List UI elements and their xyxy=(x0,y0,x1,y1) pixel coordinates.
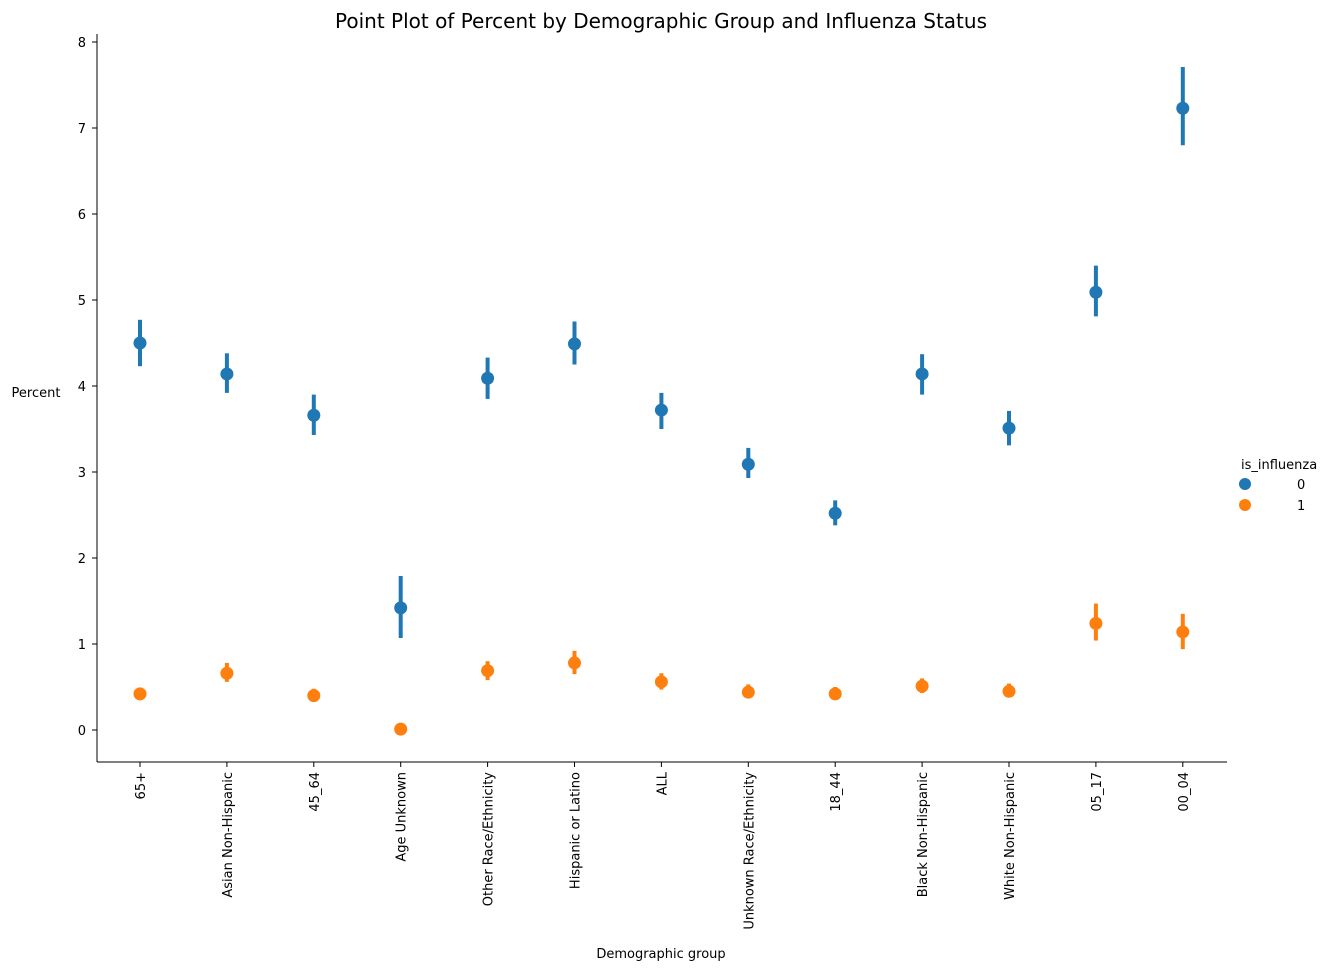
y-tick-label: 8 xyxy=(78,36,86,51)
y-tick-label: 4 xyxy=(78,380,86,395)
data-point xyxy=(1002,421,1016,435)
data-point xyxy=(1089,616,1103,630)
x-axis-label: Demographic group xyxy=(596,947,725,962)
data-point xyxy=(133,687,147,701)
data-point xyxy=(220,666,234,680)
y-tick-label: 2 xyxy=(78,552,86,567)
y-tick-label: 5 xyxy=(78,294,86,309)
x-tick-label: Asian Non-Hispanic xyxy=(221,772,236,898)
data-point xyxy=(828,687,842,701)
x-tick-label: 45_64 xyxy=(308,772,323,812)
data-point xyxy=(654,675,668,689)
x-tick-label: Other Race/Ethnicity xyxy=(482,772,497,907)
data-point xyxy=(1089,285,1103,299)
data-point xyxy=(307,408,321,422)
data-point xyxy=(741,457,755,471)
x-tick-label: 05_17 xyxy=(1090,772,1105,812)
y-tick-label: 0 xyxy=(78,724,86,739)
data-point xyxy=(220,367,234,381)
data-point xyxy=(568,656,581,670)
x-tick-label: Hispanic or Latino xyxy=(569,772,584,889)
y-tick-label: 1 xyxy=(78,638,86,653)
legend-label-1: 1 xyxy=(1297,499,1305,514)
error-bars xyxy=(138,66,1185,730)
x-tick-label: 18_44 xyxy=(829,772,844,812)
data-point xyxy=(915,679,929,693)
x-tick-label: Unknown Race/Ethnicity xyxy=(742,772,757,930)
legend-title: is_influenza xyxy=(1241,458,1317,473)
data-point xyxy=(307,689,321,703)
y-axis-label: Percent xyxy=(12,386,61,401)
x-tick-label: ALL xyxy=(655,771,670,795)
chart-title: Point Plot of Percent by Demographic Gro… xyxy=(335,9,987,33)
x-tick-label: 00_04 xyxy=(1177,772,1192,812)
legend-label-0: 0 xyxy=(1297,478,1305,493)
legend: is_influenza 0 1 xyxy=(1239,458,1317,514)
data-point xyxy=(394,601,408,615)
data-point xyxy=(654,403,668,417)
x-tick-label: White Non-Hispanic xyxy=(1003,772,1018,900)
data-point xyxy=(481,371,495,385)
legend-marker-0 xyxy=(1239,478,1251,490)
y-tick-label: 7 xyxy=(78,122,86,137)
data-point xyxy=(1176,101,1190,115)
x-tick-label: 65+ xyxy=(134,772,149,799)
y-tick-label: 3 xyxy=(78,466,86,481)
data-point xyxy=(568,337,581,351)
data-point xyxy=(741,685,755,699)
axes xyxy=(96,34,1227,763)
data-points xyxy=(133,101,1190,736)
data-point xyxy=(915,367,929,381)
legend-marker-1 xyxy=(1239,499,1251,511)
data-point xyxy=(133,336,147,350)
data-point xyxy=(1002,684,1016,698)
y-tick-label: 6 xyxy=(78,208,86,223)
x-ticks: 65+ Asian Non-Hispanic 45_64 Age Unknown Oth… xyxy=(134,762,1192,930)
x-tick-label: Black Non-Hispanic xyxy=(916,772,931,897)
data-point xyxy=(828,506,842,520)
x-tick-label: Age Unknown xyxy=(395,772,410,862)
y-ticks: 0 1 2 3 4 5 6 7 8 xyxy=(78,36,97,739)
data-point xyxy=(394,722,408,736)
data-point xyxy=(481,664,495,678)
data-point xyxy=(1176,625,1190,639)
